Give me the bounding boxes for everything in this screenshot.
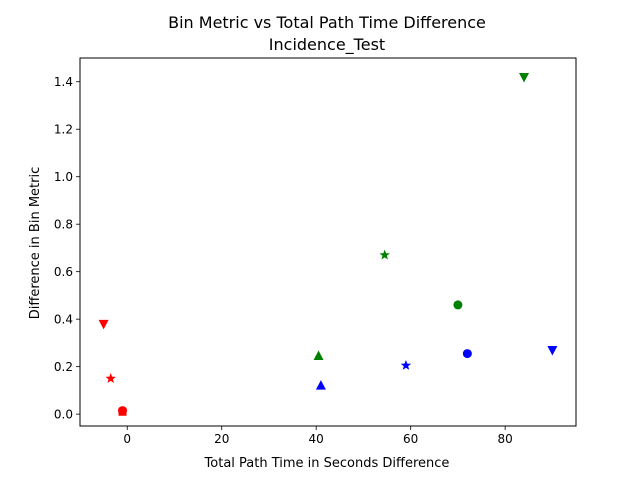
y-tick-label: 0.2 — [54, 360, 73, 374]
y-tick-label: 0.4 — [54, 313, 73, 327]
x-axis-label: Total Path Time in Seconds Difference — [204, 456, 450, 471]
plot-area: 0 20 40 60 80 0.0 0.2 0.4 0.6 0.8 1.0 1.2 1.4 — [54, 57, 577, 446]
y-tick-label: 0.6 — [54, 265, 73, 279]
axes-frame — [79, 57, 577, 427]
x-tick-label: 20 — [214, 432, 229, 446]
data-point-triangle-down — [519, 72, 530, 83]
data-point-circle — [453, 300, 463, 310]
x-tick-label: 80 — [498, 432, 513, 446]
y-tick-label: 1.4 — [54, 75, 73, 89]
data-point-circle — [118, 406, 128, 416]
y-tick-label: 0.0 — [54, 408, 73, 422]
data-point-triangle-down — [98, 319, 109, 330]
y-tick-label: 1.2 — [54, 123, 73, 137]
data-point-star — [400, 359, 412, 370]
y-tick-label: 0.8 — [54, 218, 73, 232]
x-tick-label: 60 — [403, 432, 418, 446]
data-point-triangle-up — [313, 350, 324, 360]
x-tick-label: 40 — [309, 432, 324, 446]
chart-title: Bin Metric vs Total Path Time Difference — [168, 13, 486, 32]
x-tick-label: 0 — [123, 432, 131, 446]
data-point-star — [105, 373, 116, 383]
data-point-triangle-down — [547, 346, 558, 356]
y-axis-label: Difference in Bin Metric — [28, 167, 43, 319]
y-tick-label: 1.0 — [54, 170, 73, 184]
data-point-circle — [462, 349, 472, 359]
chart-subtitle: Incidence_Test — [269, 35, 385, 55]
data-point-triangle-up — [315, 380, 326, 390]
data-point-star — [379, 249, 390, 260]
